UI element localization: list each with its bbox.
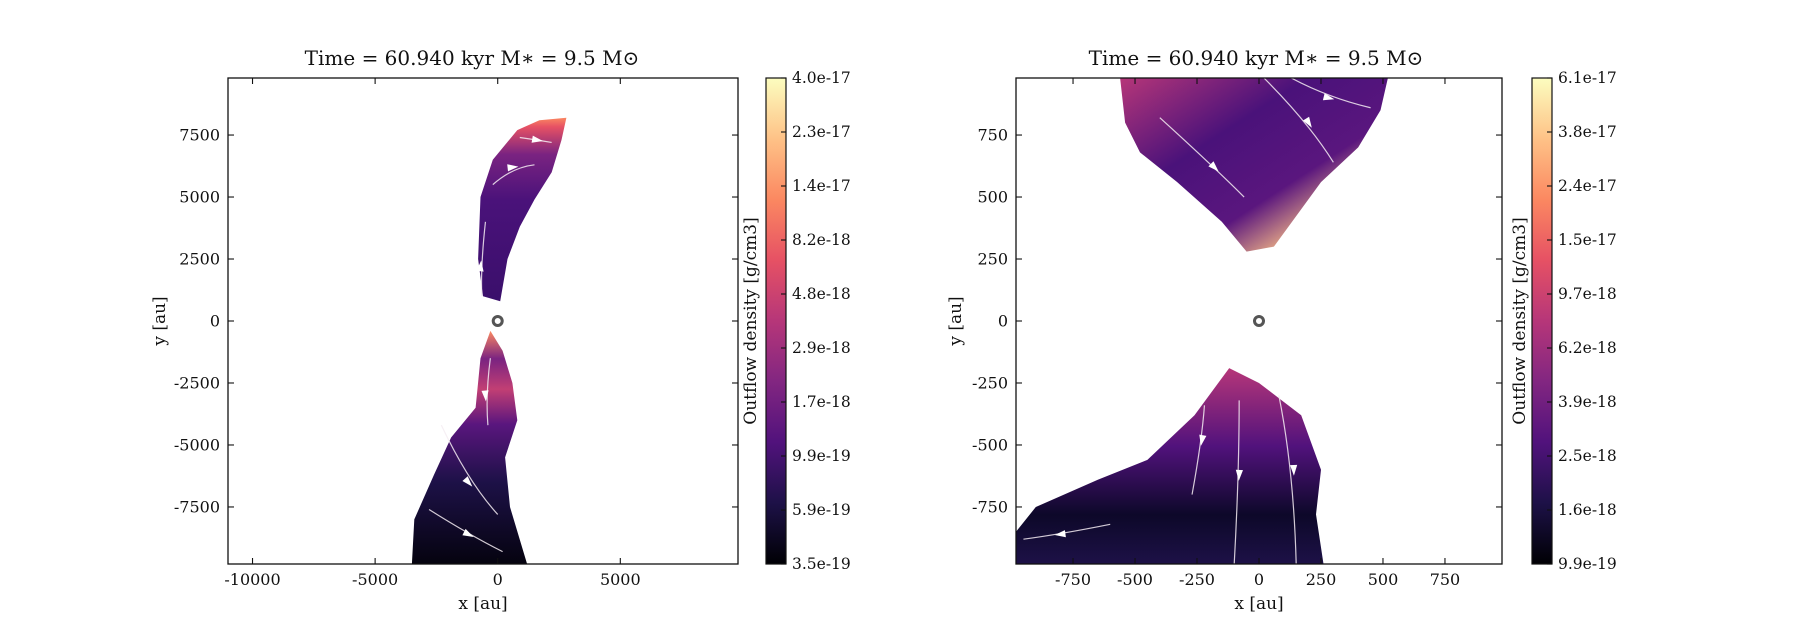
streamline-arrow xyxy=(1322,93,1335,101)
colorbar-tick-label: 2.4e-17 xyxy=(1558,177,1617,195)
left-panel-title: Time = 60.940 kyr M∗ = 9.5 M⊙ xyxy=(305,46,640,70)
streamline-arrow xyxy=(1054,530,1066,538)
streamline-arrow xyxy=(462,476,473,487)
y-tick-label: 0 xyxy=(998,312,1008,331)
x-tick-label: -5000 xyxy=(352,570,398,589)
x-tick-label: 5000 xyxy=(600,570,641,589)
y-tick-label: 0 xyxy=(210,312,220,331)
right-y-ticks: -750 -500 -250 0 250 500 750 xyxy=(972,126,1502,516)
x-tick-label: -750 xyxy=(1055,570,1091,589)
x-tick-label: 750 xyxy=(1430,570,1461,589)
left-panel: Time = 60.940 kyr M∗ = 9.5 M⊙ -10000 -500… xyxy=(150,46,851,614)
y-tick-label: -7500 xyxy=(174,497,220,516)
colorbar-tick-label: 9.9e-19 xyxy=(792,447,851,465)
outflow-region-southern-cone xyxy=(1016,368,1324,564)
colorbar-gradient xyxy=(765,77,787,565)
outflow-region-northern-cone xyxy=(1120,78,1388,252)
x-tick-label: -500 xyxy=(1117,570,1153,589)
y-tick-label: 250 xyxy=(977,250,1008,269)
streamline-arrow xyxy=(1290,464,1298,476)
streamline xyxy=(1278,395,1297,564)
streamline-arrow xyxy=(476,260,484,272)
streamline xyxy=(1159,117,1245,198)
left-y-ticks: -7500 -5000 -2500 0 2500 5000 7500 xyxy=(174,126,738,516)
right-x-ticks: -750 -500 -250 0 250 500 750 xyxy=(1055,78,1460,589)
streamline xyxy=(1191,405,1206,495)
streamline-arrow xyxy=(462,528,474,537)
outflow-region-southern-lobe xyxy=(411,330,528,564)
streamline xyxy=(480,221,487,297)
colorbar-tick-label: 2.5e-18 xyxy=(1558,447,1617,465)
streamline xyxy=(492,164,535,186)
left-colorbar-label: Outflow density [g/cm3] xyxy=(741,217,761,424)
colorbar-tick-label: 6.2e-18 xyxy=(1558,339,1617,357)
colorbar-tick-label: 4.8e-18 xyxy=(792,285,851,303)
streamline xyxy=(1263,78,1334,163)
x-tick-label: 0 xyxy=(1254,570,1264,589)
colorbar-tick-label: 9.9e-19 xyxy=(1558,555,1617,573)
left-plot-area xyxy=(411,117,567,564)
streamline xyxy=(440,424,499,515)
colorbar-tick-label: 3.5e-19 xyxy=(792,555,851,573)
streamline xyxy=(1233,400,1240,564)
y-tick-label: 7500 xyxy=(179,126,220,145)
y-tick-label: 750 xyxy=(977,126,1008,145)
colorbar-tick-label: 2.3e-17 xyxy=(792,123,851,141)
streamline-arrow xyxy=(1235,469,1243,481)
left-colorbar: 3.5e-19 5.9e-19 9.9e-19 1.7e-18 2.9e-18 4.8e-… xyxy=(765,69,851,573)
x-tick-label: 250 xyxy=(1306,570,1337,589)
x-tick-label: -250 xyxy=(1179,570,1215,589)
star-marker xyxy=(1253,315,1265,327)
y-tick-label: -250 xyxy=(972,373,1008,392)
streamline-arrow xyxy=(1303,116,1312,128)
right-plot-area xyxy=(1016,78,1388,564)
colorbar-tick-label: 8.2e-18 xyxy=(792,231,851,249)
right-colorbar: 9.9e-19 1.6e-18 2.5e-18 3.9e-18 6.2e-18 9.7e-… xyxy=(1531,69,1617,573)
y-tick-label: 500 xyxy=(977,188,1008,207)
colorbar-tick-label: 5.9e-19 xyxy=(792,501,851,519)
streamline-arrow xyxy=(1199,434,1207,446)
left-y-axis-label: y [au] xyxy=(150,296,170,346)
colorbar-tick-label: 2.9e-18 xyxy=(792,339,851,357)
streamline-arrow xyxy=(481,390,489,402)
right-x-axis-label: x [au] xyxy=(1234,594,1283,614)
streamline-arrow xyxy=(507,164,519,172)
x-tick-label: 0 xyxy=(493,570,503,589)
y-tick-label: -500 xyxy=(972,435,1008,454)
streamline-arrow xyxy=(531,135,543,143)
streamline-arrow xyxy=(1208,161,1219,172)
y-tick-label: 2500 xyxy=(179,250,220,269)
x-tick-label: 500 xyxy=(1368,570,1399,589)
right-y-axis-label: y [au] xyxy=(946,296,966,346)
colorbar-tick-label: 1.4e-17 xyxy=(792,177,851,195)
left-x-axis-label: x [au] xyxy=(458,594,507,614)
colorbar-tick-label: 3.8e-17 xyxy=(1558,123,1617,141)
colorbar-tick-label: 4.0e-17 xyxy=(792,69,851,87)
colorbar-tick-label: 6.1e-17 xyxy=(1558,69,1617,87)
outflow-region-northern-lobe xyxy=(478,117,567,302)
colorbar-gradient xyxy=(1531,77,1553,565)
left-x-ticks: -10000 -5000 0 5000 xyxy=(224,78,641,589)
colorbar-tick-label: 1.7e-18 xyxy=(792,393,851,411)
colorbar-tick-label: 3.9e-18 xyxy=(1558,393,1617,411)
star-marker xyxy=(491,315,504,327)
y-tick-label: 5000 xyxy=(179,188,220,207)
y-tick-label: -2500 xyxy=(174,373,220,392)
y-tick-label: -5000 xyxy=(174,435,220,454)
streamline xyxy=(1290,78,1371,109)
right-colorbar-label: Outflow density [g/cm3] xyxy=(1510,217,1530,424)
x-tick-label: -10000 xyxy=(224,570,280,589)
right-panel: Time = 60.940 kyr M∗ = 9.5 M⊙ -750 -500 -2… xyxy=(946,46,1617,614)
y-tick-label: -750 xyxy=(972,497,1008,516)
colorbar-tick-label: 1.6e-18 xyxy=(1558,501,1617,519)
colorbar-tick-label: 1.5e-17 xyxy=(1558,231,1617,249)
right-panel-title: Time = 60.940 kyr M∗ = 9.5 M⊙ xyxy=(1089,46,1424,70)
colorbar-tick-label: 9.7e-18 xyxy=(1558,285,1617,303)
